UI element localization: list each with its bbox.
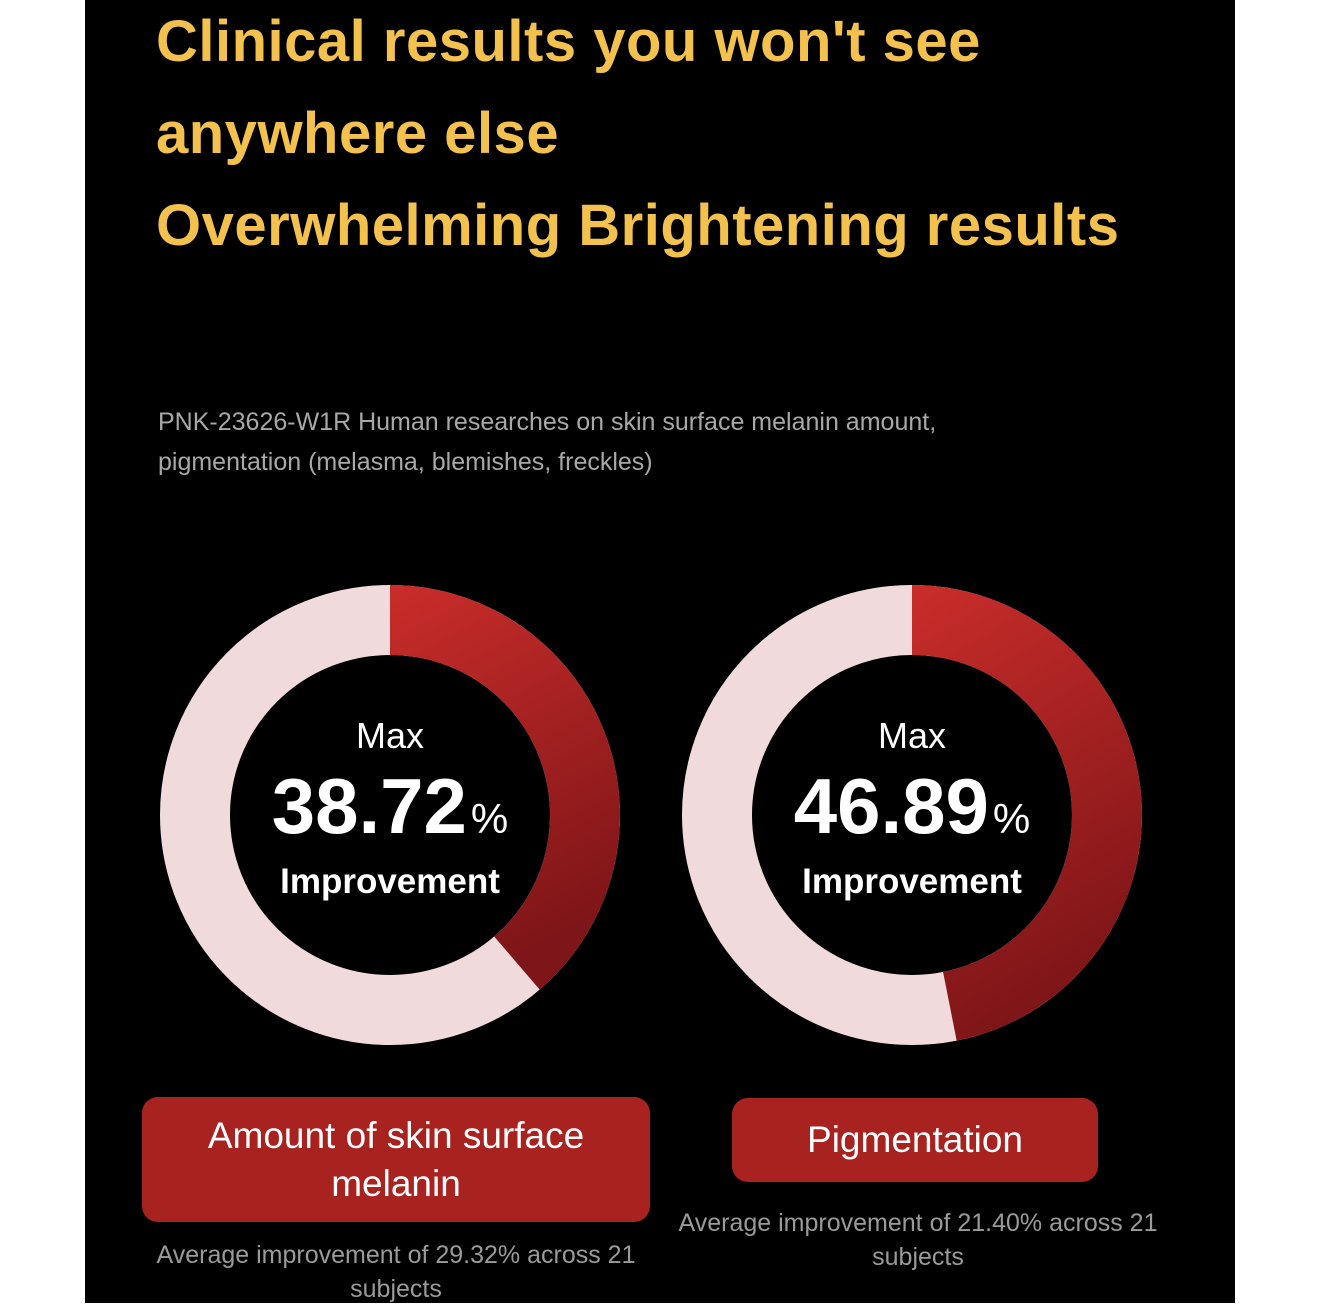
value-label: 38.72	[272, 762, 467, 850]
title: Overwhelming Brightening results	[156, 193, 1120, 258]
center-prefix: Max	[878, 715, 946, 756]
note: Average improvement of 29.32% across 21 …	[156, 1241, 636, 1303]
center-value: 46.89%	[794, 762, 1031, 850]
donut-segment	[390, 585, 620, 990]
center-suffix: Improvement	[802, 862, 1022, 901]
center-suffix: Improvement	[280, 862, 500, 901]
value-label: 46.89	[794, 762, 989, 850]
donut-segment	[912, 585, 1142, 1041]
category-label: Pigmentation	[732, 1098, 1098, 1182]
center-value: 38.72%	[272, 762, 509, 850]
note: Average improvement of 21.40% across 21 …	[678, 1209, 1158, 1271]
subtitle: PNK-23626-W1R Human researches on skin s…	[158, 408, 937, 476]
title: Clinical results you won't see anywhere …	[156, 9, 981, 166]
value-unit: %	[993, 795, 1030, 842]
center-prefix: Max	[356, 715, 424, 756]
value-unit: %	[471, 795, 508, 842]
category-label: Amount of skin surface melanin	[142, 1097, 650, 1222]
